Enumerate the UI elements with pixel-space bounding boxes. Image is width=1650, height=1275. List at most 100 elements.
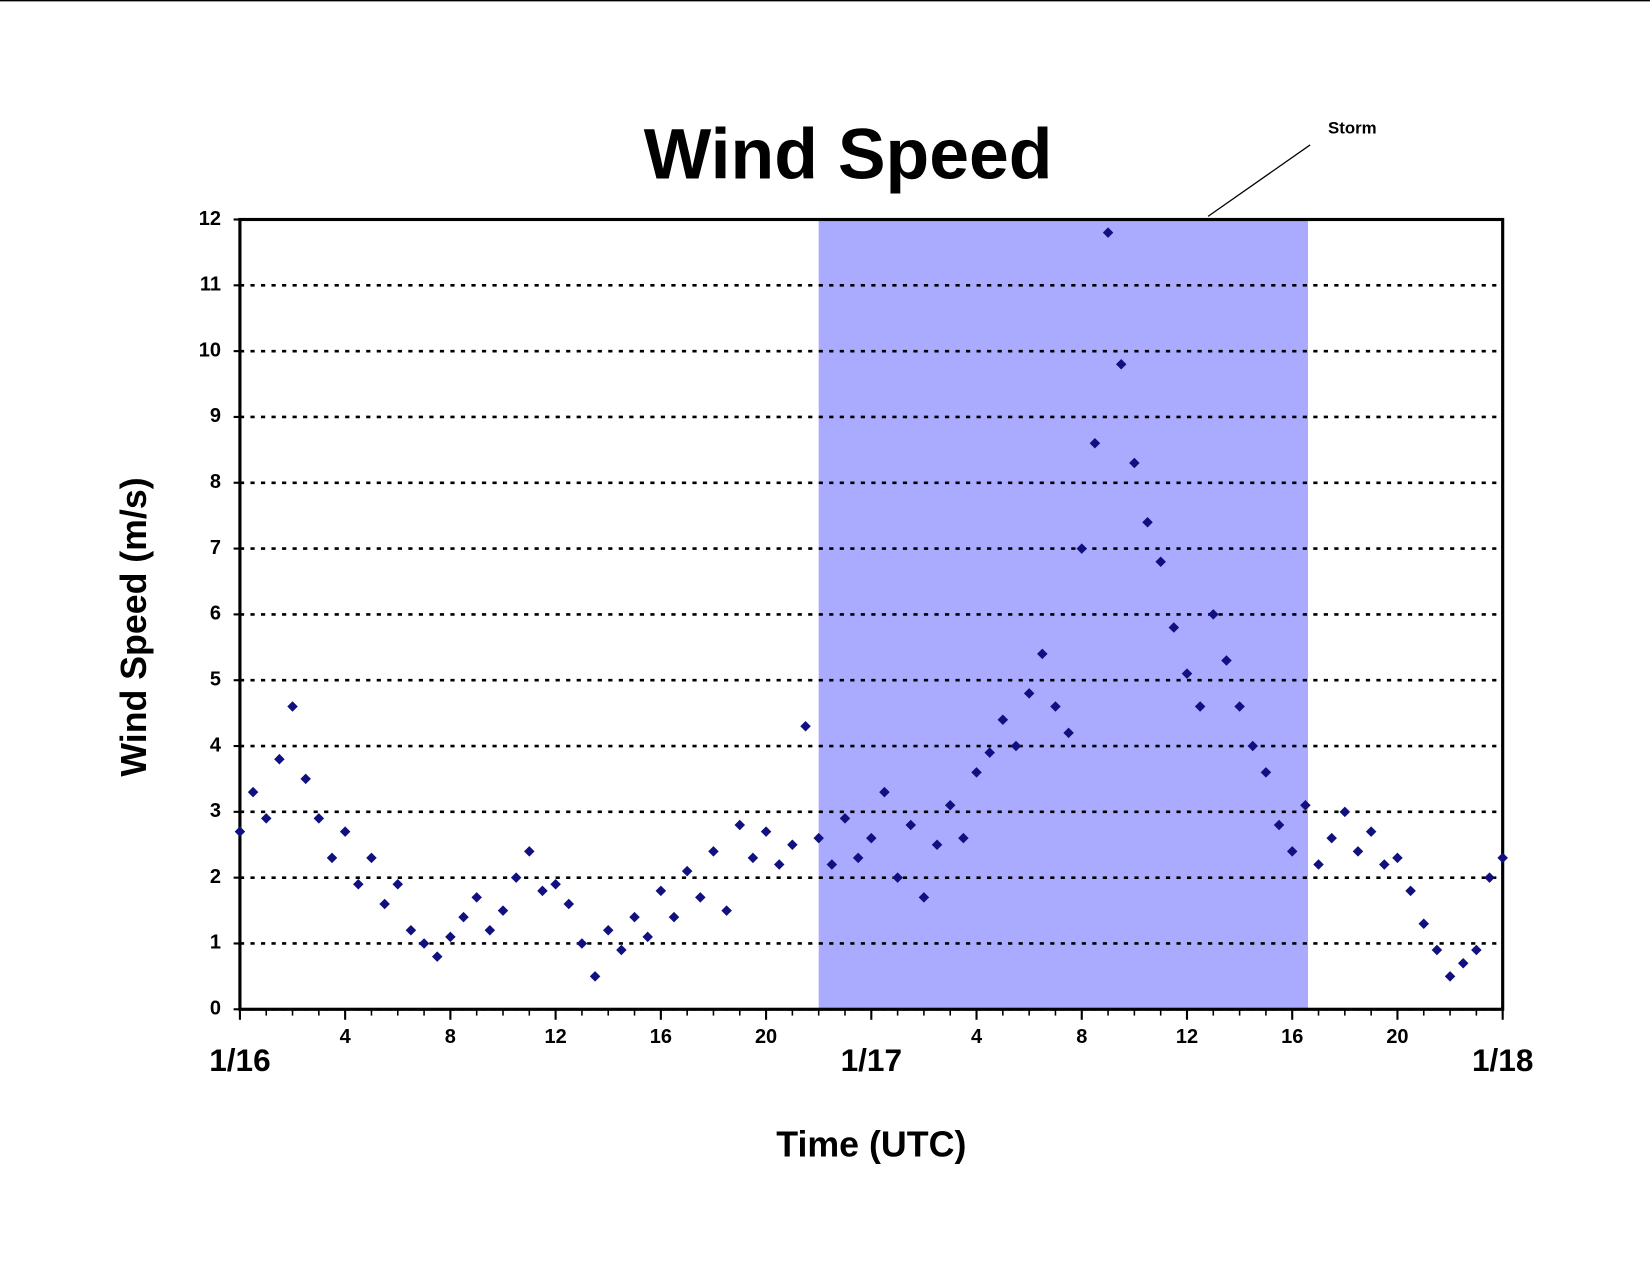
y-tick-label: 1: [210, 932, 221, 954]
data-point: [958, 832, 969, 844]
data-point: [537, 885, 548, 897]
data-point: [405, 925, 417, 936]
y-tick-label: 5: [210, 669, 221, 691]
data-point: [234, 826, 246, 837]
y-tick-label: 10: [199, 339, 221, 361]
data-point: [1208, 609, 1219, 620]
data-point: [1194, 701, 1206, 712]
data-point: [892, 872, 903, 883]
data-point: [1023, 688, 1035, 699]
data-point: [550, 878, 561, 890]
data-point: [1379, 859, 1390, 870]
data-point: [471, 892, 482, 903]
data-point: [1405, 885, 1416, 897]
data-point: [931, 839, 943, 850]
data-point: [1471, 944, 1482, 956]
data-point: [1484, 872, 1495, 883]
data-point: [1326, 832, 1337, 844]
data-point: [418, 938, 430, 949]
data-point: [260, 813, 272, 824]
x-tick-label: 16: [650, 1026, 672, 1048]
x-tick-label: 20: [755, 1026, 777, 1048]
data-point: [287, 701, 298, 712]
data-point: [445, 931, 456, 943]
x-tick-label: 12: [544, 1026, 566, 1048]
plot-frame: [238, 217, 1505, 1011]
data-point: [1352, 846, 1364, 857]
data-point: [1142, 517, 1153, 528]
y-tick-label: 3: [210, 800, 221, 822]
data-point: [353, 878, 364, 890]
data-point: [563, 898, 575, 910]
data-point: [1286, 846, 1298, 857]
data-point: [879, 786, 890, 798]
data-point: [1050, 701, 1061, 712]
y-tick-label: 4: [210, 734, 221, 756]
data-point: [313, 813, 325, 824]
data-point: [589, 971, 601, 982]
data-point: [1365, 826, 1377, 837]
y-tick-label: 11: [200, 274, 221, 296]
data-point: [497, 905, 509, 916]
data-point: [392, 878, 404, 890]
data-point: [852, 852, 864, 864]
data-point: [997, 714, 1009, 725]
x-tick-label: 16: [1281, 1026, 1303, 1048]
data-point: [800, 721, 811, 732]
data-point: [971, 767, 982, 778]
data-point: [695, 892, 706, 903]
data-point: [379, 898, 390, 910]
data-point: [431, 951, 443, 962]
data-point: [787, 839, 798, 850]
data-point: [642, 931, 653, 943]
y-tick-label: 0: [210, 998, 221, 1020]
x-axis-label: Time (UTC): [776, 1124, 966, 1164]
data-point: [708, 846, 719, 857]
data-point: [747, 852, 759, 864]
data-point: [1497, 852, 1508, 864]
data-point: [655, 885, 667, 897]
x-tick-label: 20: [1386, 1026, 1408, 1048]
data-point: [760, 826, 772, 837]
data-point: [300, 773, 311, 785]
data-point: [1076, 543, 1088, 554]
x-tick-label: 4: [971, 1026, 982, 1048]
data-point: [616, 944, 627, 956]
data-point: [629, 911, 640, 923]
data-point: [1260, 767, 1272, 778]
data-point: [734, 819, 746, 831]
annotation-leader: [1207, 144, 1311, 217]
data-point: [918, 892, 930, 903]
data-point: [484, 925, 496, 936]
data-point: [773, 859, 785, 870]
x-tick-label: 8: [445, 1026, 456, 1048]
data-point: [1339, 806, 1351, 818]
y-tick-label: 8: [210, 471, 221, 493]
data-point: [1234, 701, 1245, 712]
data-point: [668, 911, 680, 923]
y-tick-label: 2: [210, 866, 221, 888]
data-point: [984, 747, 995, 758]
data-point: [326, 852, 338, 864]
data-point: [524, 846, 535, 857]
data-point: [510, 872, 522, 883]
x-tick-label: 12: [1176, 1026, 1198, 1048]
data-point: [1037, 648, 1048, 660]
data-point: [1457, 957, 1469, 969]
data-point: [1444, 971, 1456, 982]
y-tick-label: 9: [210, 405, 221, 427]
y-tick-label: 6: [210, 603, 221, 625]
data-point: [721, 905, 732, 916]
data-point: [1247, 740, 1259, 752]
data-point: [1181, 668, 1193, 679]
data-point: [1418, 918, 1430, 929]
x-tick-label: 4: [340, 1026, 351, 1048]
data-point: [602, 925, 614, 936]
data-point: [1431, 944, 1443, 956]
y-tick-label: 7: [210, 537, 221, 559]
data-point: [366, 852, 377, 864]
data-point: [1010, 740, 1022, 752]
